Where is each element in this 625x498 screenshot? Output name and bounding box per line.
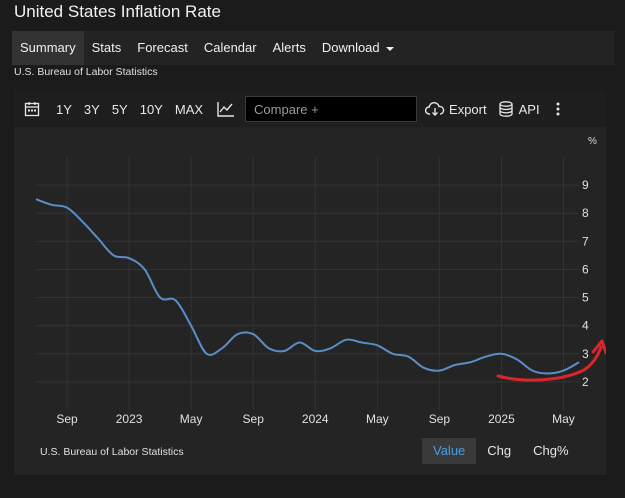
x-tick-label: Sep: [56, 412, 78, 426]
nav-download[interactable]: Download: [314, 31, 402, 65]
chevron-down-icon: [385, 46, 394, 51]
chg-pct-button[interactable]: Chg%: [533, 443, 569, 458]
download-cloud-icon[interactable]: [425, 101, 445, 117]
page-title: United States Inflation Rate: [14, 2, 221, 21]
y-unit-label: %: [588, 136, 597, 147]
x-tick-label: Sep: [429, 412, 451, 426]
annotation-arrow: [496, 339, 606, 382]
chart-panel: 1Y 3Y 5Y 10Y MAX Export API Sep2023MaySe…: [14, 91, 606, 475]
chg-button[interactable]: Chg: [487, 443, 512, 458]
inflation-series-line: [35, 198, 580, 375]
export-button[interactable]: Export: [449, 101, 487, 117]
y-tick-label: 4: [582, 319, 589, 333]
y-tick-label: 2: [582, 375, 589, 389]
chart-grid: [36, 157, 579, 410]
y-tick-label: 3: [582, 347, 589, 361]
y-tick-label: 8: [582, 206, 589, 220]
x-axis: Sep 2023 May Sep 2024 May Sep 2025 May: [56, 412, 574, 426]
y-tick-label: 7: [582, 234, 589, 248]
inflation-chart: Sep 2023 May Sep 2024 May Sep 2025 May 23456789 …: [35, 136, 606, 426]
nav-stats[interactable]: Stats: [91, 40, 122, 55]
nav-summary[interactable]: Summary: [12, 31, 84, 65]
chart-toolbar: 1Y 3Y 5Y 10Y MAX Export API: [14, 91, 606, 127]
x-tick-label: May: [180, 412, 203, 426]
range-max[interactable]: MAX: [174, 101, 204, 117]
nav-forecast[interactable]: Forecast: [137, 40, 188, 55]
compare-input[interactable]: [245, 96, 418, 122]
x-tick-label: 2025: [488, 412, 515, 426]
x-tick-label: Sep: [243, 412, 265, 426]
y-axis: 2 3 4 5 6 7 8 9: [582, 178, 589, 389]
range-10y[interactable]: 10Y: [139, 101, 163, 117]
y-tick-label: 6: [582, 262, 589, 276]
nav-download-label: Download: [321, 40, 380, 55]
range-3y[interactable]: 3Y: [83, 101, 100, 117]
x-tick-label: 2024: [302, 412, 329, 426]
x-tick-label: 2023: [116, 412, 143, 426]
database-icon[interactable]: [498, 101, 513, 117]
source-label: U.S. Bureau of Labor Statistics: [14, 66, 158, 78]
x-tick-label: May: [552, 412, 575, 426]
y-tick-label: 5: [582, 291, 589, 305]
calendar-icon[interactable]: [24, 101, 40, 117]
main-nav: Summary Stats Forecast Calendar Alerts D…: [12, 31, 614, 65]
x-tick-label: May: [366, 412, 389, 426]
chart-type-icon[interactable]: [217, 101, 235, 117]
api-button[interactable]: API: [518, 101, 540, 117]
value-button[interactable]: Value: [422, 438, 477, 464]
footer-source: U.S. Bureau of Labor Statistics: [40, 446, 184, 458]
range-5y[interactable]: 5Y: [111, 101, 128, 117]
more-options-icon[interactable]: [556, 102, 560, 116]
value-toggle-group: Value Chg Chg%: [422, 438, 580, 464]
range-1y[interactable]: 1Y: [56, 101, 72, 117]
y-tick-label: 9: [582, 178, 589, 192]
nav-calendar[interactable]: Calendar: [203, 40, 257, 55]
nav-alerts[interactable]: Alerts: [272, 40, 306, 55]
